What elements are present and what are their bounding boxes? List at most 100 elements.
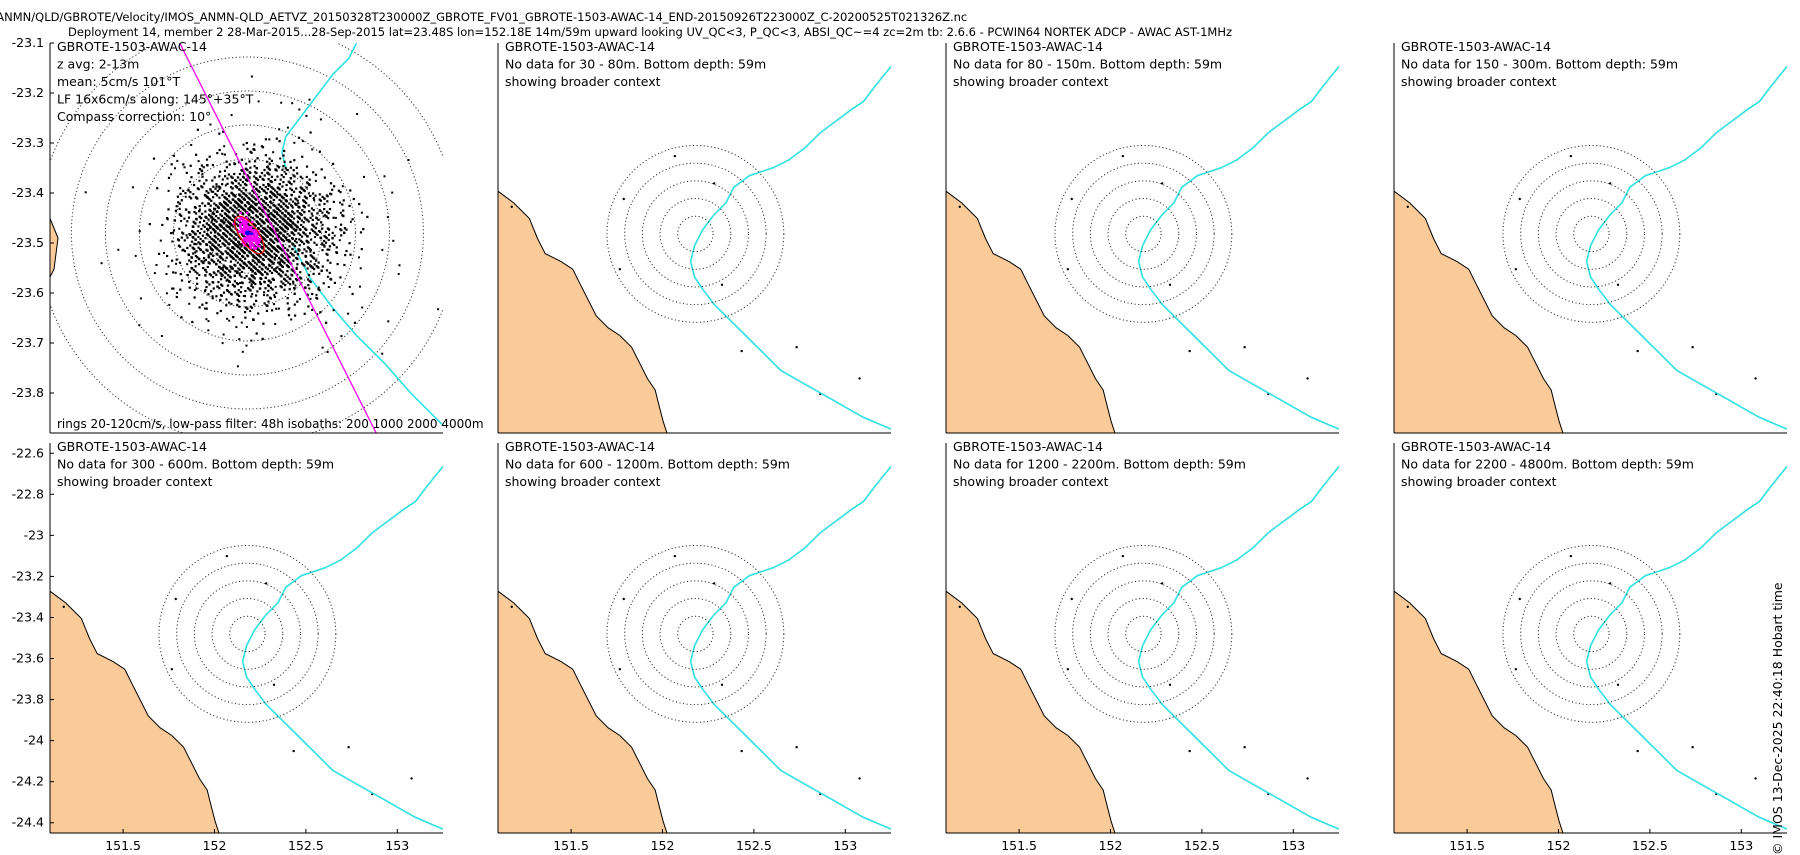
panel-annotation: showing broader context xyxy=(953,474,1109,489)
velocity-point xyxy=(366,215,369,218)
velocity-point xyxy=(215,263,218,266)
velocity-point xyxy=(221,258,225,261)
velocity-point xyxy=(223,153,226,156)
velocity-point xyxy=(295,228,298,231)
velocity-point xyxy=(180,199,183,202)
velocity-point xyxy=(200,227,203,231)
island-marker xyxy=(858,777,861,780)
velocity-point xyxy=(331,188,334,191)
velocity-point xyxy=(245,344,248,347)
velocity-point xyxy=(312,197,315,199)
velocity-point xyxy=(291,210,294,213)
velocity-point xyxy=(278,203,281,206)
velocity-point xyxy=(271,235,274,238)
velocity-point xyxy=(174,209,177,212)
velocity-point xyxy=(230,234,233,237)
velocity-point xyxy=(329,192,331,195)
velocity-point xyxy=(333,234,336,237)
velocity-point xyxy=(221,342,224,345)
velocity-point xyxy=(358,203,361,206)
velocity-point xyxy=(242,192,245,195)
velocity-point xyxy=(241,212,244,215)
velocity-point xyxy=(300,213,303,217)
velocity-point xyxy=(180,316,183,319)
velocity-point xyxy=(212,217,215,220)
velocity-point xyxy=(205,286,208,289)
velocity-point xyxy=(198,209,201,213)
velocity-point xyxy=(274,178,277,181)
velocity-point xyxy=(278,262,281,266)
velocity-point xyxy=(233,247,236,250)
velocity-point xyxy=(334,216,337,219)
velocity-point xyxy=(213,176,216,179)
velocity-point xyxy=(261,220,265,223)
velocity-point xyxy=(321,242,324,245)
velocity-point xyxy=(172,229,176,232)
velocity-point xyxy=(244,289,247,293)
velocity-point xyxy=(309,260,312,263)
velocity-point xyxy=(231,214,234,217)
velocity-point xyxy=(267,220,270,224)
velocity-point xyxy=(333,185,336,188)
velocity-point xyxy=(238,300,241,303)
velocity-point xyxy=(216,152,219,155)
lowpass-point xyxy=(258,240,261,244)
velocity-point xyxy=(213,208,216,211)
velocity-point xyxy=(206,243,209,247)
velocity-point xyxy=(231,246,234,249)
panel-title: GBROTE-1503-AWAC-14 xyxy=(57,439,207,454)
velocity-point xyxy=(252,265,255,268)
velocity-point xyxy=(206,164,209,167)
velocity-point xyxy=(302,225,305,228)
velocity-point xyxy=(263,205,266,209)
velocity-point xyxy=(306,240,309,244)
velocity-point xyxy=(259,175,262,178)
velocity-point xyxy=(280,248,283,251)
velocity-point xyxy=(290,188,293,192)
velocity-point xyxy=(269,200,272,203)
velocity-point xyxy=(188,195,191,198)
island-marker xyxy=(1406,205,1409,208)
velocity-point xyxy=(386,216,389,219)
velocity-point xyxy=(330,193,333,196)
velocity-point xyxy=(209,274,213,277)
speed-ring xyxy=(104,90,390,376)
panel-annotation: Compass correction: 10° xyxy=(57,109,211,124)
velocity-point xyxy=(240,196,244,199)
velocity-point xyxy=(192,220,195,223)
speed-ring xyxy=(641,180,749,288)
velocity-point xyxy=(231,187,234,190)
velocity-point xyxy=(179,245,182,248)
velocity-point xyxy=(305,228,308,231)
velocity-point xyxy=(281,217,284,220)
velocity-point xyxy=(224,250,227,253)
velocity-point xyxy=(212,281,215,284)
velocity-point xyxy=(215,225,218,229)
velocity-point xyxy=(223,244,226,247)
velocity-point xyxy=(222,291,226,294)
velocity-point xyxy=(262,253,265,256)
velocity-point xyxy=(267,263,271,266)
velocity-point xyxy=(257,248,260,251)
velocity-point xyxy=(196,197,199,200)
island-marker xyxy=(1754,377,1757,380)
velocity-point xyxy=(226,251,229,254)
velocity-point xyxy=(311,148,314,151)
velocity-point xyxy=(331,162,335,165)
velocity-point xyxy=(197,172,200,175)
velocity-point xyxy=(284,209,287,212)
velocity-point xyxy=(243,172,246,175)
velocity-point xyxy=(226,177,229,180)
velocity-point xyxy=(225,256,228,259)
velocity-point xyxy=(215,273,218,276)
x-tick-label: 151.5 xyxy=(105,838,141,850)
speed-ring xyxy=(624,162,767,306)
velocity-point xyxy=(236,256,239,259)
island-marker xyxy=(673,154,677,158)
velocity-point xyxy=(300,187,303,190)
velocity-point xyxy=(267,184,270,187)
velocity-point xyxy=(252,201,255,204)
velocity-point xyxy=(298,238,301,241)
velocity-point xyxy=(312,256,315,259)
lowpass-point xyxy=(254,241,258,244)
